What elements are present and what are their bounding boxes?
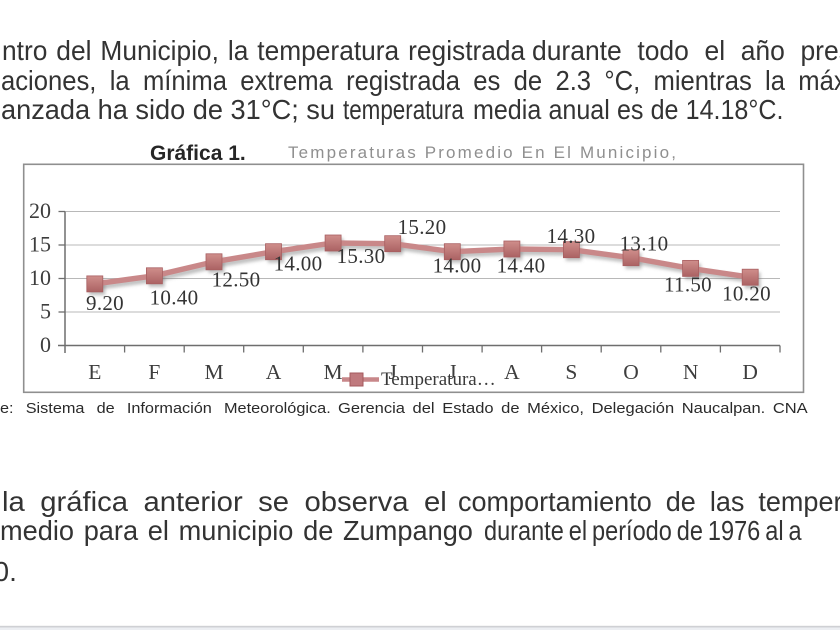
svg-text:Temperatura…: Temperatura… [381, 369, 496, 390]
svg-text:S: S [565, 360, 577, 384]
svg-text:15.20: 15.20 [398, 215, 447, 239]
svg-text:J: J [448, 360, 456, 384]
svg-text:A: A [504, 360, 520, 384]
svg-text:M: M [324, 360, 343, 384]
svg-text:10.40: 10.40 [150, 286, 199, 310]
svg-text:15: 15 [29, 232, 51, 257]
svg-text:20: 20 [29, 198, 51, 223]
svg-text:5: 5 [40, 299, 51, 324]
svg-text:N: N [683, 360, 699, 384]
svg-text:J: J [389, 360, 397, 384]
svg-text:10: 10 [29, 265, 51, 290]
svg-text:10.20: 10.20 [722, 282, 771, 306]
svg-text:0: 0 [40, 332, 51, 357]
svg-text:F: F [148, 360, 160, 384]
svg-text:D: D [742, 360, 758, 384]
svg-text:M: M [204, 360, 223, 384]
svg-text:13.10: 13.10 [620, 232, 669, 256]
svg-text:14.00: 14.00 [274, 252, 323, 276]
svg-text:O: O [623, 360, 639, 384]
svg-text:15.30: 15.30 [337, 244, 386, 268]
svg-text:14.00: 14.00 [433, 254, 482, 278]
svg-text:14.40: 14.40 [497, 254, 546, 278]
svg-text:12.50: 12.50 [212, 268, 261, 292]
svg-text:14.30: 14.30 [547, 224, 596, 248]
svg-text:E: E [88, 360, 101, 384]
svg-text:A: A [266, 360, 282, 384]
svg-text:11.50: 11.50 [664, 273, 712, 297]
svg-text:9.20: 9.20 [86, 291, 124, 315]
